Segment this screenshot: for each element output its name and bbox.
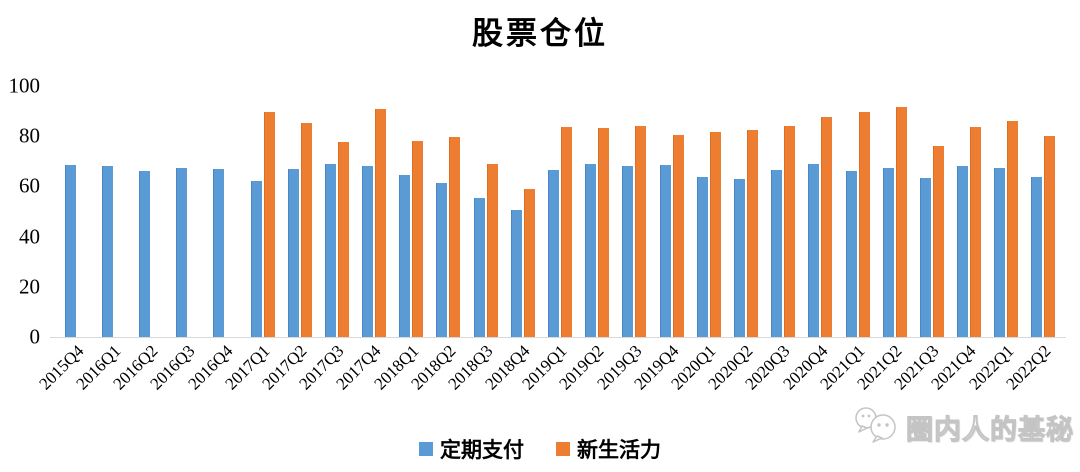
bar-group: 2019Q1 (519, 86, 578, 393)
bar-定期支付 (101, 165, 113, 337)
x-axis-line (50, 337, 1066, 338)
chart-title: 股票仓位 (472, 16, 608, 51)
bar-group: 2018Q2 (407, 86, 467, 393)
bar-新生活力 (784, 125, 796, 337)
bar-group: 2021Q1 (816, 86, 876, 393)
bar-定期支付 (362, 165, 374, 337)
legend-swatch-orange (556, 442, 570, 456)
watermark: 圈内人的基秘 (853, 402, 1074, 452)
bar-定期支付 (250, 181, 262, 337)
bar-group: 2021Q2 (853, 86, 913, 393)
bar-group: 2018Q4 (481, 86, 541, 393)
bar-定期支付 (585, 163, 597, 337)
bar-group: 2022Q2 (1002, 86, 1062, 393)
bar-group: 2019Q3 (593, 86, 653, 393)
bar-新生活力 (263, 111, 275, 337)
bar-新生活力 (672, 135, 684, 337)
bar-group: 2017Q1 (221, 86, 281, 393)
bar-新生活力 (1044, 135, 1056, 337)
y-axis-label: 80 (19, 123, 40, 148)
wechat-bubbles-icon (853, 405, 901, 450)
bar-新生活力 (821, 117, 833, 337)
bar-定期支付 (324, 163, 336, 337)
bar-新生活力 (375, 109, 387, 337)
bar-group: 2020Q4 (779, 86, 839, 393)
legend: 定期支付 新生活力 (0, 434, 1080, 464)
bar-定期支付 (287, 169, 299, 337)
bar-group: 2019Q4 (630, 86, 690, 393)
bar-新生活力 (895, 107, 907, 337)
bar-新生活力 (635, 125, 647, 337)
legend-swatch-blue (419, 442, 433, 456)
bar-定期支付 (1031, 176, 1043, 337)
bar-新生活力 (709, 131, 721, 337)
bar-group: 2016Q4 (184, 86, 244, 393)
bar-group: 2022Q1 (965, 86, 1025, 393)
bar-group: 2016Q1 (72, 86, 132, 393)
bar-新生活力 (561, 127, 573, 337)
y-axis-label: 0 (29, 324, 41, 349)
plot-area: 2015Q4 2016Q1 2016Q2 2016Q3 2016Q4 2017Q1 2017… (35, 86, 1062, 393)
legend-item-series-1: 定期支付 (419, 434, 524, 464)
bar-定期支付 (882, 167, 894, 337)
bar-定期支付 (808, 164, 820, 337)
bar-定期支付 (659, 164, 671, 337)
bar-定期支付 (510, 209, 522, 337)
bar-group: 2020Q2 (705, 86, 764, 393)
bar-新生活力 (1007, 120, 1019, 337)
bar-定期支付 (473, 197, 485, 337)
legend-label: 新生活力 (577, 438, 661, 462)
bar-group: 2016Q2 (110, 86, 169, 393)
bar-group: 2017Q3 (295, 86, 355, 393)
bar-新生活力 (523, 188, 535, 337)
bar-新生活力 (858, 112, 870, 337)
bar-group: 2016Q3 (147, 86, 207, 393)
bar-定期支付 (64, 165, 76, 337)
bar-新生活力 (449, 136, 461, 337)
bar-group: 2021Q4 (928, 86, 988, 393)
bar-group: 2020Q3 (742, 86, 802, 393)
y-axis-label: 20 (19, 274, 40, 299)
bar-定期支付 (399, 175, 411, 337)
bar-定期支付 (138, 170, 150, 337)
bar-group: 2018Q3 (444, 86, 504, 393)
bar-定期支付 (176, 168, 188, 337)
bar-定期支付 (548, 169, 560, 337)
bar-group: 2017Q4 (333, 86, 393, 393)
bar-定期支付 (696, 176, 708, 337)
legend-label: 定期支付 (440, 438, 524, 462)
legend-item-series-2: 新生活力 (556, 434, 661, 464)
y-axis-label: 60 (19, 173, 40, 198)
bar-group: 2019Q2 (556, 86, 616, 393)
bar-定期支付 (733, 178, 745, 337)
bar-新生活力 (300, 123, 312, 337)
bar-定期支付 (845, 170, 857, 337)
watermark-text: 圈内人的基秘 (906, 414, 1074, 445)
bar-group: 2017Q2 (258, 86, 318, 393)
bar-新生活力 (746, 129, 758, 337)
bar-新生活力 (412, 141, 424, 337)
y-axis-label: 40 (19, 224, 40, 249)
bar-新生活力 (970, 126, 982, 337)
bar-定期支付 (957, 165, 969, 337)
bar-新生活力 (932, 146, 944, 337)
bar-定期支付 (771, 170, 783, 337)
bar-定期支付 (994, 167, 1006, 337)
bar-新生活力 (337, 141, 349, 337)
bar-定期支付 (919, 178, 931, 337)
y-axis-label: 100 (8, 73, 41, 98)
bar-group: 2020Q1 (667, 86, 727, 393)
bar-group: 2015Q4 (35, 86, 95, 393)
bar-定期支付 (622, 165, 634, 337)
bar-group: 2018Q1 (370, 86, 430, 393)
bar-新生活力 (486, 164, 498, 337)
bar-group: 2021Q3 (890, 86, 950, 393)
bar-定期支付 (436, 182, 448, 337)
y-axis: 0 20 40 60 80 100 (0, 75, 46, 347)
bar-定期支付 (213, 169, 225, 337)
bar-新生活力 (598, 128, 610, 337)
